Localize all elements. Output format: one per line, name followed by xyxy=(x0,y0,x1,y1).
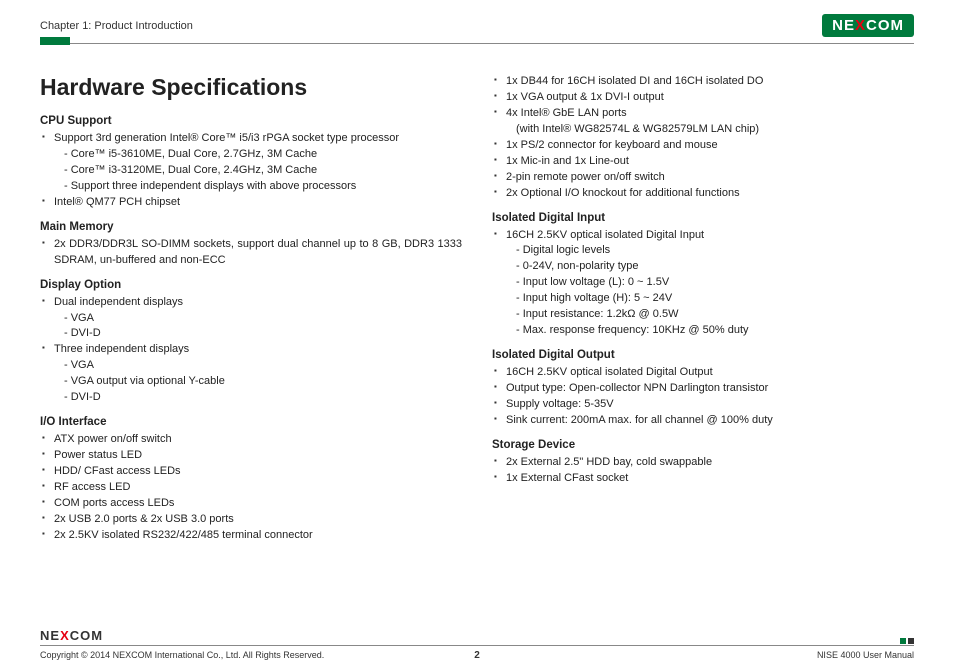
sub-item: (with Intel® WG82574L & WG82579LM LAN ch… xyxy=(516,122,914,138)
footer-logo: NEXCOM xyxy=(40,628,914,643)
list-item: 2x DDR3/DDR3L SO-DIMM sockets, support d… xyxy=(40,237,462,269)
green-tab-marker xyxy=(40,37,70,45)
footer-logo-x: X xyxy=(60,628,70,643)
brand-logo: NEXCOM xyxy=(822,14,914,37)
footer-logo-left: NE xyxy=(40,628,60,643)
memory-list: 2x DDR3/DDR3L SO-DIMM sockets, support d… xyxy=(40,237,462,269)
sub-list: - VGA - VGA output via optional Y-cable … xyxy=(54,358,462,406)
list-item: Sink current: 200mA max. for all channel… xyxy=(492,413,914,429)
list-item: 2x External 2.5" HDD bay, cold swappable xyxy=(492,455,914,471)
list-item: 16CH 2.5KV optical isolated Digital Outp… xyxy=(492,365,914,381)
logo-text-right: COM xyxy=(866,17,904,34)
copyright-text: Copyright © 2014 NEXCOM International Co… xyxy=(40,650,324,660)
list-item: Supply voltage: 5-35V xyxy=(492,397,914,413)
do-list: 16CH 2.5KV optical isolated Digital Outp… xyxy=(492,365,914,429)
footer-logo-right: COM xyxy=(70,628,103,643)
io-list: ATX power on/off switch Power status LED… xyxy=(40,432,462,544)
list-item: 1x External CFast socket xyxy=(492,471,914,487)
right-column: 1x DB44 for 16CH isolated DI and 16CH is… xyxy=(492,74,914,552)
chapter-label: Chapter 1: Product Introduction xyxy=(40,20,193,32)
logo-badge: NEXCOM xyxy=(822,14,914,37)
list-item: Power status LED xyxy=(40,448,462,464)
footer-row: Copyright © 2014 NEXCOM International Co… xyxy=(40,650,914,660)
list-item: Support 3rd generation Intel® Core™ i5/i… xyxy=(40,131,462,195)
footer-rule xyxy=(40,645,914,646)
list-text: 16CH 2.5KV optical isolated Digital Inpu… xyxy=(506,229,704,241)
list-item: 2x USB 2.0 ports & 2x USB 3.0 ports xyxy=(40,512,462,528)
page-title: Hardware Specifications xyxy=(40,74,462,101)
page-number: 2 xyxy=(474,650,480,661)
list-item: 1x Mic-in and 1x Line-out xyxy=(492,154,914,170)
list-text: Three independent displays xyxy=(54,343,189,355)
left-column: Hardware Specifications CPU Support Supp… xyxy=(40,74,462,552)
sub-item: - Input resistance: 1.2kΩ @ 0.5W xyxy=(516,307,914,323)
cpu-list: Support 3rd generation Intel® Core™ i5/i… xyxy=(40,131,462,211)
display-heading: Display Option xyxy=(40,279,462,291)
sub-item: - Max. response frequency: 10KHz @ 50% d… xyxy=(516,323,914,339)
sub-list: - Digital logic levels - 0-24V, non-pola… xyxy=(506,243,914,339)
list-item: 2x Optional I/O knockout for additional … xyxy=(492,186,914,202)
header-rule xyxy=(40,43,914,44)
list-item: HDD/ CFast access LEDs xyxy=(40,464,462,480)
page-header: Chapter 1: Product Introduction NEXCOM xyxy=(0,0,954,37)
list-item: RF access LED xyxy=(40,480,462,496)
list-item: Three independent displays - VGA - VGA o… xyxy=(40,342,462,406)
list-item: 4x Intel® GbE LAN ports (with Intel® WG8… xyxy=(492,106,914,138)
list-item: 2-pin remote power on/off switch xyxy=(492,170,914,186)
sub-item: - Input high voltage (H): 5 ~ 24V xyxy=(516,291,914,307)
page-footer: NEXCOM Copyright © 2014 NEXCOM Internati… xyxy=(40,628,914,660)
content-columns: Hardware Specifications CPU Support Supp… xyxy=(0,44,954,552)
io-heading: I/O Interface xyxy=(40,416,462,428)
storage-heading: Storage Device xyxy=(492,439,914,451)
sub-item: - VGA output via optional Y-cable xyxy=(64,374,462,390)
display-list: Dual independent displays - VGA - DVI-D … xyxy=(40,295,462,407)
list-item: Intel® QM77 PCH chipset xyxy=(40,195,462,211)
sub-item: - DVI-D xyxy=(64,326,462,342)
list-text: Support 3rd generation Intel® Core™ i5/i… xyxy=(54,132,399,144)
list-item: ATX power on/off switch xyxy=(40,432,462,448)
sub-item: - Input low voltage (L): 0 ~ 1.5V xyxy=(516,275,914,291)
sub-list: - Core™ i5-3610ME, Dual Core, 2.7GHz, 3M… xyxy=(54,147,462,195)
sub-item: - Digital logic levels xyxy=(516,243,914,259)
list-text: 4x Intel® GbE LAN ports xyxy=(506,107,627,119)
list-item: Output type: Open-collector NPN Darlingt… xyxy=(492,381,914,397)
storage-list: 2x External 2.5" HDD bay, cold swappable… xyxy=(492,455,914,487)
sub-item: - 0-24V, non-polarity type xyxy=(516,259,914,275)
sub-list: - VGA - DVI-D xyxy=(54,311,462,343)
sub-item: - VGA xyxy=(64,358,462,374)
sub-item: - Core™ i5-3610ME, Dual Core, 2.7GHz, 3M… xyxy=(64,147,462,163)
di-list: 16CH 2.5KV optical isolated Digital Inpu… xyxy=(492,228,914,340)
logo-text-left: NE xyxy=(832,17,855,34)
sub-list: (with Intel® WG82574L & WG82579LM LAN ch… xyxy=(506,122,914,138)
list-item: 2x 2.5KV isolated RS232/422/485 terminal… xyxy=(40,528,462,544)
list-item: Dual independent displays - VGA - DVI-D xyxy=(40,295,462,343)
sub-item: - DVI-D xyxy=(64,390,462,406)
memory-heading: Main Memory xyxy=(40,221,462,233)
sub-item: - Support three independent displays wit… xyxy=(64,179,462,195)
list-item: 1x DB44 for 16CH isolated DI and 16CH is… xyxy=(492,74,914,90)
di-heading: Isolated Digital Input xyxy=(492,212,914,224)
io-continued-list: 1x DB44 for 16CH isolated DI and 16CH is… xyxy=(492,74,914,202)
list-text: Dual independent displays xyxy=(54,296,183,308)
cpu-heading: CPU Support xyxy=(40,115,462,127)
list-item: 16CH 2.5KV optical isolated Digital Inpu… xyxy=(492,228,914,340)
manual-name: NISE 4000 User Manual xyxy=(817,650,914,660)
do-heading: Isolated Digital Output xyxy=(492,349,914,361)
sub-item: - Core™ i3-3120ME, Dual Core, 2.4GHz, 3M… xyxy=(64,163,462,179)
sub-item: - VGA xyxy=(64,311,462,327)
logo-text-x: X xyxy=(855,17,866,34)
list-item: 1x PS/2 connector for keyboard and mouse xyxy=(492,138,914,154)
list-item: COM ports access LEDs xyxy=(40,496,462,512)
list-item: 1x VGA output & 1x DVI-I output xyxy=(492,90,914,106)
